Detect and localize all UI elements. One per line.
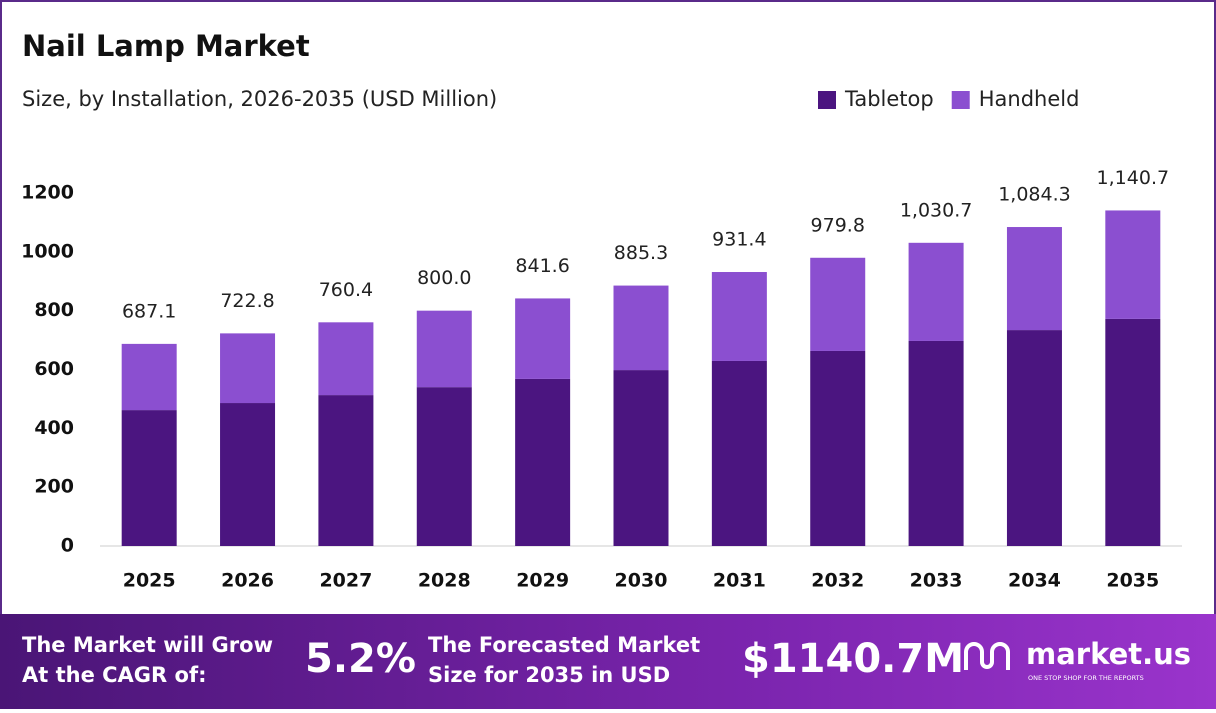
total-label: 979.8 bbox=[811, 214, 865, 236]
forecast-text: The Forecasted Market bbox=[428, 633, 700, 657]
total-label: 885.3 bbox=[614, 242, 668, 264]
cagr-text: The Market will Grow bbox=[22, 633, 273, 657]
brand-logo bbox=[964, 642, 1010, 670]
brand-tagline: ONE STOP SHOP FOR THE REPORTS bbox=[1028, 674, 1144, 682]
bar-segment bbox=[318, 395, 374, 546]
bar-segment bbox=[810, 257, 866, 351]
y-tick-label: 600 bbox=[34, 358, 74, 380]
plot: 0 200 400 600 800 1000 1200 Tabletop Handheld 687… bbox=[21, 87, 1182, 592]
forecast-value: $1140.7M bbox=[742, 636, 964, 682]
total-label: 1,140.7 bbox=[1097, 167, 1170, 189]
chart-title: Nail Lamp Market bbox=[22, 29, 310, 63]
y-tick-label: 200 bbox=[34, 476, 74, 498]
total-label: 1,030.7 bbox=[900, 199, 973, 221]
bar-segment bbox=[318, 322, 374, 396]
legend-swatch bbox=[951, 91, 970, 109]
y-tick-label: 0 bbox=[61, 535, 74, 557]
x-tick-label: 2034 bbox=[1008, 570, 1061, 592]
total-label: 931.4 bbox=[712, 229, 766, 251]
legend-swatch bbox=[818, 91, 836, 109]
bar-segment bbox=[613, 285, 669, 371]
y-tick-label: 800 bbox=[34, 299, 74, 321]
bar-segment bbox=[613, 370, 669, 546]
total-label: 1,084.3 bbox=[998, 184, 1071, 206]
bar-segment bbox=[515, 378, 571, 546]
y-tick-label: 1200 bbox=[21, 182, 74, 204]
bar-segment bbox=[1006, 330, 1062, 546]
forecast-text: Size for 2035 in USD bbox=[428, 663, 670, 687]
total-label: 687.1 bbox=[122, 300, 176, 322]
cagr-text: At the CAGR of: bbox=[22, 663, 207, 687]
cagr-value: 5.2% bbox=[305, 636, 416, 682]
bar-segment bbox=[121, 410, 177, 546]
total-label: 760.4 bbox=[319, 279, 373, 301]
bar-segment bbox=[1105, 318, 1161, 546]
footer-banner bbox=[0, 614, 1216, 709]
x-tick-label: 2026 bbox=[221, 570, 274, 592]
x-tick-label: 2028 bbox=[418, 570, 471, 592]
bar-segment bbox=[416, 387, 472, 546]
bar-segment bbox=[515, 298, 571, 379]
y-tick-label: 400 bbox=[34, 417, 74, 439]
bar-segment bbox=[810, 350, 866, 546]
bar-segment bbox=[908, 340, 964, 546]
total-label: 722.8 bbox=[220, 290, 274, 312]
legend-label: Handheld bbox=[979, 87, 1080, 111]
bar-segment bbox=[121, 343, 177, 411]
bar-segment bbox=[1006, 227, 1062, 331]
bar-segment bbox=[711, 272, 767, 361]
total-label: 841.6 bbox=[515, 255, 569, 277]
bar-segment bbox=[220, 403, 276, 546]
bar-segment bbox=[416, 310, 472, 388]
brand-name: market.us bbox=[1026, 637, 1191, 671]
y-tick-label: 1000 bbox=[21, 240, 74, 262]
chart-subtitle: Size, by Installation, 2026-2035 (USD Mi… bbox=[22, 87, 497, 111]
bar-segment bbox=[711, 360, 767, 546]
x-tick-label: 2030 bbox=[615, 570, 668, 592]
x-tick-label: 2025 bbox=[123, 570, 176, 592]
bar-segment bbox=[908, 242, 964, 341]
bar-segment bbox=[220, 333, 276, 404]
legend-label: Tabletop bbox=[844, 87, 934, 111]
x-tick-label: 2027 bbox=[319, 570, 372, 592]
x-tick-label: 2035 bbox=[1106, 570, 1159, 592]
total-label: 800.0 bbox=[417, 267, 471, 289]
x-tick-label: 2031 bbox=[713, 570, 766, 592]
x-tick-label: 2032 bbox=[811, 570, 864, 592]
bar-segment bbox=[1105, 210, 1161, 319]
x-tick-label: 2029 bbox=[516, 570, 569, 592]
x-tick-label: 2033 bbox=[910, 570, 963, 592]
